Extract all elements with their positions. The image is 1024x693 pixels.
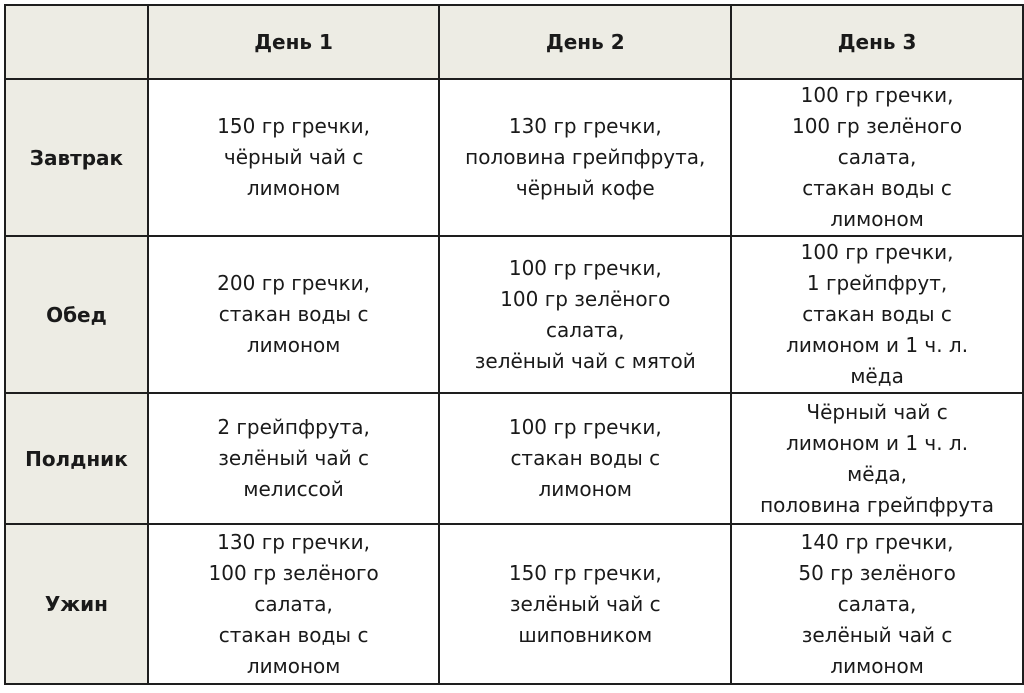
menu-line: 100 гр гречки, xyxy=(508,255,662,280)
menu-line: Чёрный чай с xyxy=(806,399,948,424)
menu-line: стакан воды с xyxy=(510,446,661,470)
menu-line: лимоном xyxy=(246,333,341,357)
meal-label: Обед xyxy=(4,235,149,394)
menu-line: салата, xyxy=(837,145,917,169)
menu-line: 100 гр гречки, xyxy=(800,240,954,264)
menu-cell: 150 гр гречки, зелёный чай с шиповником xyxy=(438,523,733,685)
menu-line: зелёный чай с xyxy=(218,446,369,470)
menu-cell: 100 гр гречки, 100 гр зелёного салата, зелё… xyxy=(438,235,733,394)
menu-line: 130 гр гречки, xyxy=(217,529,371,554)
menu-cell: 100 гр гречки, стакан воды с лимоном xyxy=(438,392,733,525)
menu-line: лимоном xyxy=(830,653,924,678)
menu-line: стакан воды с xyxy=(218,302,369,326)
header-row: День 1 День 2 День 3 xyxy=(4,4,1024,80)
menu-line: шиповником xyxy=(518,622,653,647)
menu-line: 2 грейпфрута, xyxy=(217,415,370,439)
menu-line: мёда xyxy=(850,364,904,388)
meal-label: Полдник xyxy=(4,392,149,525)
menu-line: 140 гр гречки, xyxy=(800,529,954,554)
menu-cell: 100 гр гречки, 100 гр зелёного салата, стак… xyxy=(730,78,1024,237)
diet-table: День 1 День 2 День 3 Завтрак 150 гр гречк… xyxy=(4,4,1024,685)
menu-line: стакан воды с xyxy=(802,302,952,326)
table-row: Полдник 2 грейпфрута, зелёный чай с мелиссо… xyxy=(4,392,1024,525)
menu-line: салата, xyxy=(545,317,625,342)
menu-line: 100 гр зелёного xyxy=(791,114,963,138)
menu-line: 50 гр зелёного xyxy=(798,560,956,585)
menu-line: стакан воды с xyxy=(218,622,369,647)
menu-line: 100 гр зелёного xyxy=(500,286,671,311)
menu-line: 100 гр гречки, xyxy=(800,83,954,107)
menu-line: лимоном xyxy=(538,477,633,501)
meal-label: Завтрак xyxy=(4,78,149,237)
menu-line: лимоном и 1 ч. л. xyxy=(786,333,969,357)
menu-line: мелиссой xyxy=(243,477,344,501)
menu-cell: 200 гр гречки, стакан воды с лимоном xyxy=(146,235,441,394)
menu-line: салата, xyxy=(254,591,333,616)
table-row: Ужин 130 гр гречки, 100 гр зелёного салата,… xyxy=(4,523,1024,685)
menu-line: чёрный кофе xyxy=(515,176,655,200)
menu-line: чёрный чай с xyxy=(223,145,364,169)
menu-cell: 150 гр гречки, чёрный чай с лимоном xyxy=(146,78,441,237)
day-2-header: День 2 xyxy=(438,4,733,80)
menu-cell: 140 гр гречки, 50 гр зелёного салата, зелён… xyxy=(730,523,1024,685)
menu-line: 100 гр гречки, xyxy=(508,415,662,439)
menu-line: 150 гр гречки, xyxy=(217,114,371,138)
menu-cell: Чёрный чай с лимоном и 1 ч. л. мёда, полови… xyxy=(730,392,1024,525)
menu-line: 1 грейпфрут, xyxy=(806,271,948,295)
menu-line: мёда, xyxy=(847,461,907,486)
menu-line: половина грейпфрута, xyxy=(465,145,706,169)
day-1-header: День 1 xyxy=(146,4,441,80)
menu-line: половина грейпфрута xyxy=(760,492,995,517)
corner-header xyxy=(4,4,149,80)
menu-line: зелёный чай с мятой xyxy=(474,348,696,373)
menu-line: лимоном xyxy=(246,176,341,200)
menu-line: 200 гр гречки, xyxy=(217,271,371,295)
menu-line: лимоном и 1 ч. л. xyxy=(786,430,969,455)
menu-cell: 2 грейпфрута, зелёный чай с мелиссой xyxy=(146,392,441,525)
menu-line: лимоном xyxy=(830,207,924,231)
table-row: Завтрак 150 гр гречки, чёрный чай с лимоном… xyxy=(4,78,1024,237)
meal-label: Ужин xyxy=(4,523,149,685)
menu-line: 150 гр гречки, xyxy=(508,560,662,585)
day-3-header: День 3 xyxy=(730,4,1024,80)
menu-cell: 130 гр гречки, 100 гр зелёного салата, стак… xyxy=(146,523,441,685)
menu-line: зелёный чай с xyxy=(801,622,953,647)
menu-line: 130 гр гречки, xyxy=(508,114,662,138)
menu-cell: 130 гр гречки, половина грейпфрута, чёрный… xyxy=(438,78,733,237)
menu-line: стакан воды с xyxy=(802,176,952,200)
menu-cell: 100 гр гречки, 1 грейпфрут, стакан воды с л… xyxy=(730,235,1024,394)
menu-line: 100 гр зелёного xyxy=(208,560,379,585)
menu-line: салата, xyxy=(837,591,917,616)
table-row: Обед 200 гр гречки, стакан воды с лимоном 10… xyxy=(4,235,1024,394)
menu-line: зелёный чай с xyxy=(509,591,661,616)
menu-line: лимоном xyxy=(246,653,341,678)
